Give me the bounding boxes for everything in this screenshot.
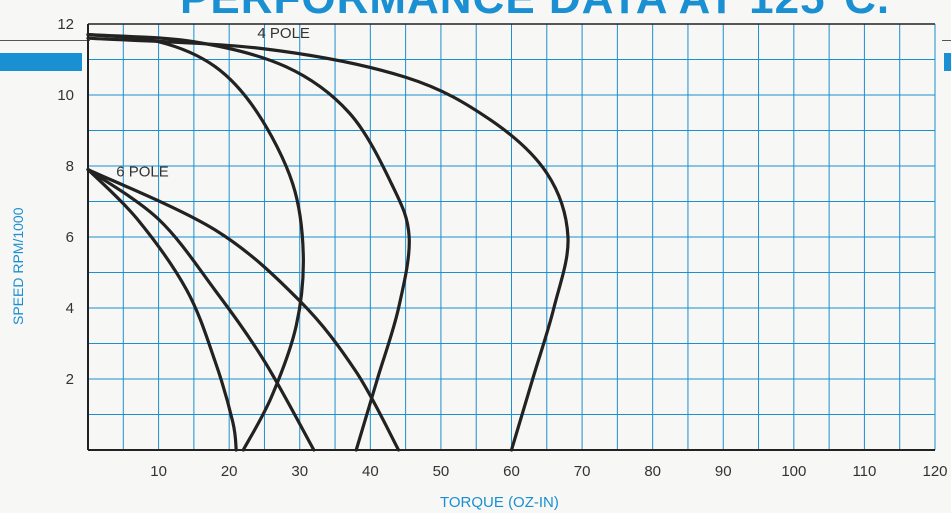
x-tick-label: 70 xyxy=(574,463,591,480)
series-curve-2 xyxy=(86,33,411,452)
chart-title: PERFORMANCE DATA AT 125°C. xyxy=(180,0,900,24)
header-rule-left xyxy=(0,40,90,41)
header-band-right xyxy=(944,53,951,71)
x-tick-label: 50 xyxy=(433,463,450,480)
series-curve-1 xyxy=(86,33,305,452)
y-tick-label: 12 xyxy=(57,16,74,33)
series-curve-6 xyxy=(86,167,401,452)
series-curve-3 xyxy=(86,36,570,452)
x-tick-label: 60 xyxy=(503,463,520,480)
y-tick-label: 6 xyxy=(66,229,74,246)
series-curve-4 xyxy=(86,167,238,452)
x-tick-label: 90 xyxy=(715,463,732,480)
x-tick-label: 110 xyxy=(852,463,876,480)
x-tick-label: 80 xyxy=(644,463,661,480)
annotation-label: 4 POLE xyxy=(257,25,310,42)
y-tick-label: 2 xyxy=(66,371,74,388)
y-axis-label: SPEED RPM/1000 xyxy=(10,207,26,326)
header-rule-right xyxy=(942,40,951,41)
header-band-left xyxy=(0,53,82,71)
x-tick-label: 120 xyxy=(922,463,947,480)
x-tick-label: 10 xyxy=(150,463,167,480)
y-tick-label: 8 xyxy=(66,158,74,175)
series-curve-5 xyxy=(86,167,316,452)
y-tick-label: 10 xyxy=(57,87,74,104)
annotation-label: 6 POLE xyxy=(116,164,169,181)
y-tick-label: 4 xyxy=(66,300,74,317)
x-axis-label: TORQUE (OZ-IN) xyxy=(440,494,559,511)
x-tick-label: 30 xyxy=(291,463,308,480)
x-tick-label: 40 xyxy=(362,463,379,480)
x-tick-label: 20 xyxy=(221,463,238,480)
x-tick-label: 100 xyxy=(781,463,806,480)
